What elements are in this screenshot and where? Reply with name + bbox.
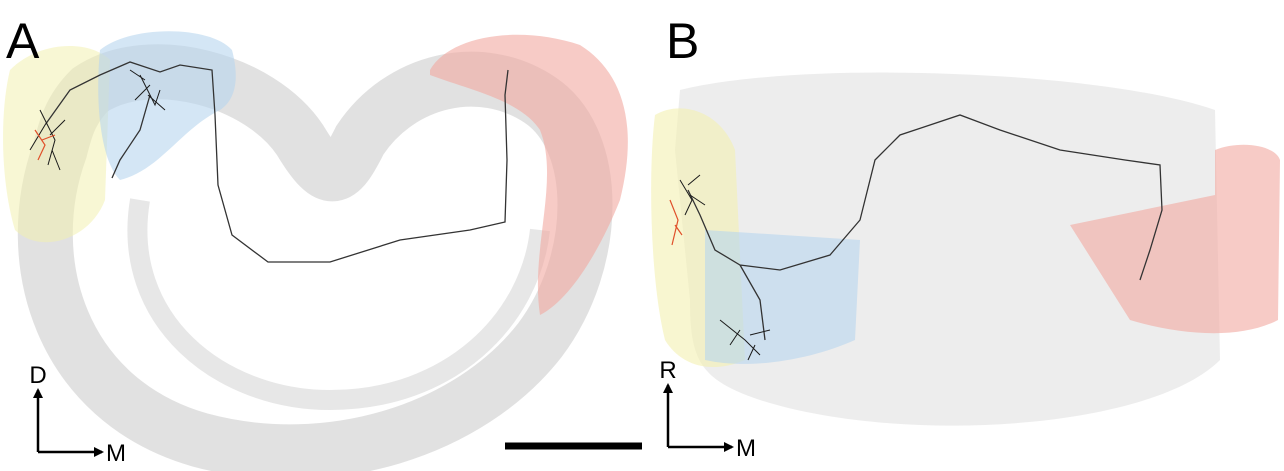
region-blue — [98, 31, 236, 180]
panel-label: B — [666, 13, 699, 69]
region-yellow — [3, 46, 110, 242]
region-blue — [705, 230, 860, 364]
axis-label: M — [106, 440, 126, 467]
axis-label: M — [736, 435, 756, 462]
axis-label: D — [29, 362, 46, 389]
panel-a: A D M — [3, 13, 628, 467]
figure: A D M B R M — [0, 0, 1284, 471]
page: A D M B R M (() => { const data = JSON.p… — [0, 0, 1284, 471]
panel-b: B R M — [651, 13, 1280, 462]
panel-label: A — [6, 13, 40, 69]
axis-label: R — [659, 357, 676, 384]
